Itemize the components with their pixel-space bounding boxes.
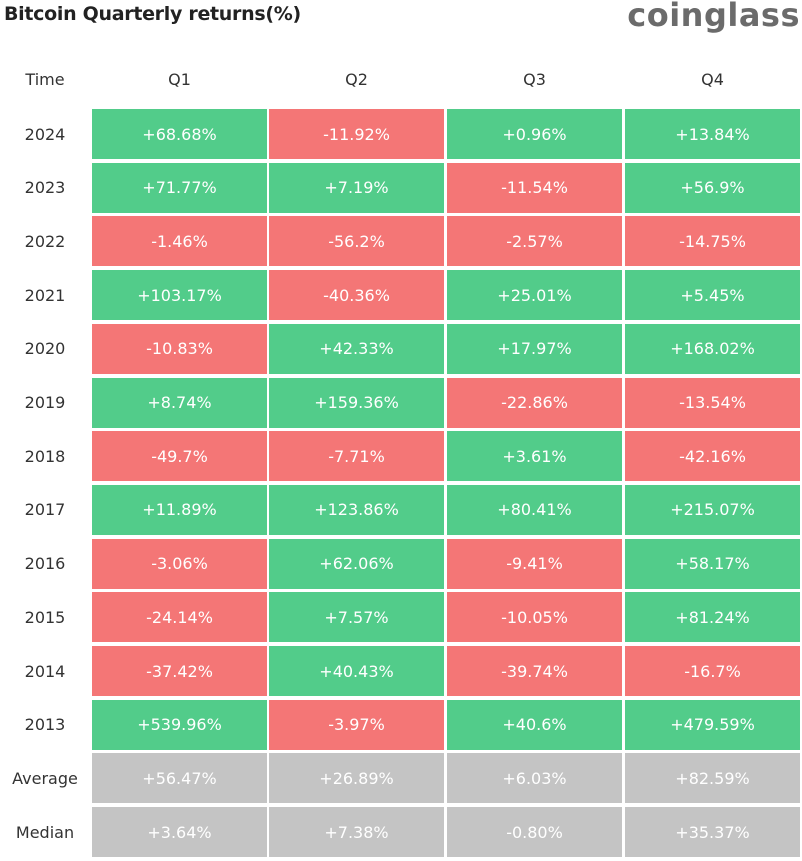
row-label: 2023 bbox=[24, 178, 66, 198]
row-label: 2015 bbox=[24, 607, 66, 627]
return-cell: -10.83% bbox=[92, 323, 267, 374]
return-cell: +80.41% bbox=[447, 484, 622, 535]
return-cell: +68.68% bbox=[92, 109, 267, 159]
return-cell: -37.42% bbox=[92, 646, 267, 696]
table-row: 2015 -24.14% +7.57% -10.05% +81.24% bbox=[0, 592, 802, 644]
return-cell: +103.17% bbox=[92, 270, 267, 321]
return-cell: +6.03% bbox=[447, 753, 622, 804]
table-row: 2020 -10.83% +42.33% +17.97% +168.02% bbox=[0, 323, 802, 376]
return-cell: -0.80% bbox=[447, 807, 622, 858]
table-row: 2024 +68.68% -11.92% +0.96% +13.84% bbox=[0, 109, 802, 161]
table-row: 2017 +11.89% +123.86% +80.41% +215.07% bbox=[0, 484, 802, 537]
return-cell: +539.96% bbox=[92, 699, 267, 750]
return-cell: -14.75% bbox=[625, 216, 800, 267]
return-cell: +123.86% bbox=[269, 484, 444, 535]
row-label: 2019 bbox=[24, 393, 66, 412]
return-cell: -11.54% bbox=[447, 162, 622, 213]
return-cell: -7.71% bbox=[269, 431, 444, 482]
table-row: 2022 -1.46% -56.2% -2.57% -14.75% bbox=[0, 216, 802, 268]
return-cell: +168.02% bbox=[625, 323, 800, 374]
row-label: 2014 bbox=[24, 661, 66, 681]
return-cell: +56.47% bbox=[92, 753, 267, 804]
return-cell: +3.61% bbox=[447, 431, 622, 482]
row-label: Average bbox=[12, 768, 78, 788]
row-label: 2021 bbox=[24, 285, 66, 305]
return-cell: +215.07% bbox=[625, 484, 800, 535]
return-cell: +62.06% bbox=[269, 538, 444, 589]
return-cell: +56.9% bbox=[625, 162, 800, 213]
return-cell: +42.33% bbox=[269, 323, 444, 374]
return-cell: -49.7% bbox=[92, 431, 267, 482]
header-q3: Q3 bbox=[523, 69, 546, 89]
header-row: Time Q1 Q2 Q3 Q4 bbox=[0, 54, 802, 106]
return-cell: -24.14% bbox=[92, 592, 267, 643]
return-cell: -3.06% bbox=[92, 538, 267, 589]
return-cell: +13.84% bbox=[625, 109, 800, 159]
header-time: Time bbox=[25, 69, 65, 89]
table-row: 2021 +103.17% -40.36% +25.01% +5.45% bbox=[0, 270, 802, 322]
page-title: Bitcoin Quarterly returns(%) bbox=[4, 3, 301, 25]
table-row: 2023 +71.77% +7.19% -11.54% +56.9% bbox=[0, 162, 802, 215]
header-q2: Q2 bbox=[345, 69, 368, 89]
return-cell: +11.89% bbox=[92, 484, 267, 535]
return-cell: +7.19% bbox=[269, 162, 444, 213]
return-cell: -56.2% bbox=[269, 216, 444, 267]
return-cell: +58.17% bbox=[625, 538, 800, 589]
return-cell: +7.38% bbox=[269, 807, 444, 858]
return-cell: -22.86% bbox=[447, 377, 622, 428]
return-cell: +81.24% bbox=[625, 592, 800, 643]
table-row: 2019 +8.74% +159.36% -22.86% -13.54% bbox=[0, 377, 802, 430]
return-cell: +159.36% bbox=[269, 377, 444, 428]
return-cell: -40.36% bbox=[269, 270, 444, 321]
return-cell: +5.45% bbox=[625, 270, 800, 321]
return-cell: +40.43% bbox=[269, 646, 444, 696]
return-cell: +26.89% bbox=[269, 753, 444, 804]
return-cell: +17.97% bbox=[447, 323, 622, 374]
return-cell: +82.59% bbox=[625, 753, 800, 804]
return-cell: +25.01% bbox=[447, 270, 622, 321]
header-q1: Q1 bbox=[168, 69, 191, 89]
coinglass-logo: coinglass bbox=[627, 0, 800, 34]
return-cell: +479.59% bbox=[625, 699, 800, 750]
return-cell: -2.57% bbox=[447, 216, 622, 267]
return-cell: -9.41% bbox=[447, 538, 622, 589]
summary-row: Average +56.47% +26.89% +6.03% +82.59% bbox=[0, 753, 802, 805]
row-label: 2017 bbox=[24, 500, 66, 520]
return-cell: +40.6% bbox=[447, 699, 622, 750]
row-label: Median bbox=[15, 822, 75, 842]
header-q4: Q4 bbox=[701, 69, 724, 89]
row-label: 2018 bbox=[24, 446, 66, 466]
return-cell: +8.74% bbox=[92, 377, 267, 428]
return-cell: -13.54% bbox=[625, 377, 800, 428]
row-label: 2024 bbox=[24, 124, 66, 144]
return-cell: +7.57% bbox=[269, 592, 444, 643]
return-cell: +0.96% bbox=[447, 109, 622, 159]
row-label: 2022 bbox=[24, 231, 66, 251]
return-cell: +71.77% bbox=[92, 162, 267, 213]
return-cell: +35.37% bbox=[625, 807, 800, 858]
return-cell: -11.92% bbox=[269, 109, 444, 159]
table-row: 2014 -37.42% +40.43% -39.74% -16.7% bbox=[0, 646, 802, 698]
return-cell: -10.05% bbox=[447, 592, 622, 643]
return-cell: -39.74% bbox=[447, 646, 622, 696]
return-cell: -3.97% bbox=[269, 699, 444, 750]
table-row: 2016 -3.06% +62.06% -9.41% +58.17% bbox=[0, 538, 802, 591]
row-label: 2016 bbox=[24, 554, 66, 574]
row-label: 2013 bbox=[24, 715, 66, 735]
table-row: 2018 -49.7% -7.71% +3.61% -42.16% bbox=[0, 431, 802, 483]
return-cell: -16.7% bbox=[625, 646, 800, 696]
summary-row: Median +3.64% +7.38% -0.80% +35.37% bbox=[0, 807, 802, 859]
return-cell: -42.16% bbox=[625, 431, 800, 482]
return-cell: -1.46% bbox=[92, 216, 267, 267]
return-cell: +3.64% bbox=[92, 807, 267, 858]
row-label: 2020 bbox=[24, 339, 66, 359]
table-row: 2013 +539.96% -3.97% +40.6% +479.59% bbox=[0, 699, 802, 752]
